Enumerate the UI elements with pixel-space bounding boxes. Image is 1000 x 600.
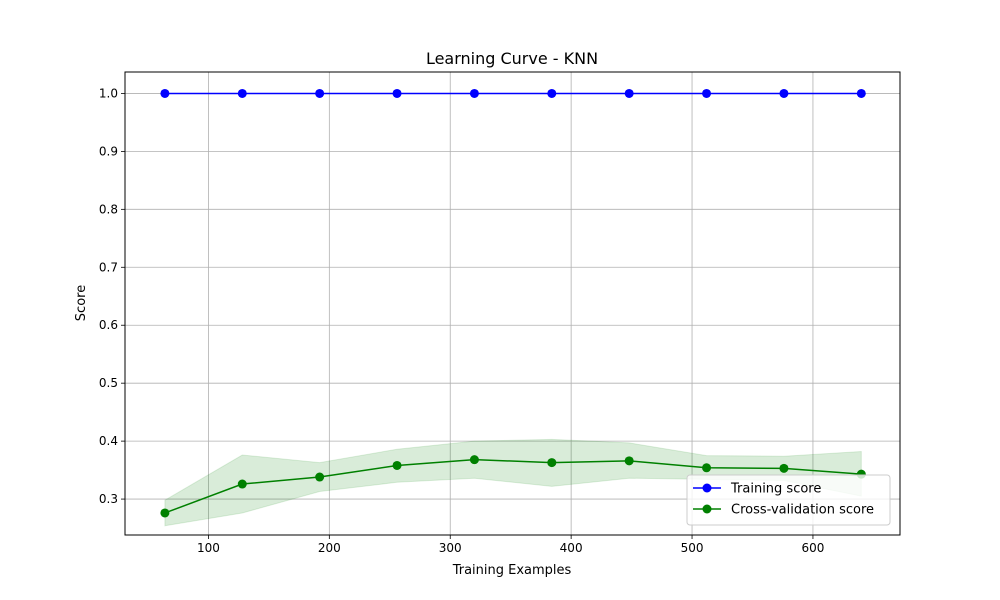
data-point	[624, 88, 634, 98]
y-tick-label: 0.7	[99, 260, 118, 274]
data-point	[779, 88, 789, 98]
axes: 100 200 300 400 500 600 0.3 0.4 0.5 0.6 0.7 0.8 0.9 1…	[99, 86, 824, 555]
y-tick-label: 0.4	[99, 434, 118, 448]
data-point	[160, 88, 170, 98]
legend-box	[686, 474, 891, 526]
data-point	[702, 88, 712, 98]
legend: Training score Cross-validation score	[686, 474, 891, 526]
x-tick-label: 400	[560, 541, 583, 555]
data-point	[392, 460, 402, 470]
data-point	[624, 456, 634, 466]
data-point	[547, 458, 557, 468]
y-tick-label: 0.5	[99, 376, 118, 390]
plot-frame	[124, 71, 901, 536]
legend-item: Cross-validation score	[693, 503, 874, 518]
data-point	[315, 88, 325, 98]
x-tick-label: 200	[318, 541, 341, 555]
series-line	[164, 458, 862, 514]
y-tick-label: 0.9	[99, 144, 118, 158]
y-tick-label: 0.6	[99, 318, 118, 332]
y-axis-title: Score	[74, 285, 89, 321]
x-tick-label: 100	[197, 541, 220, 555]
legend-label: Training score	[730, 482, 821, 497]
legend-swatch-marker	[702, 504, 712, 514]
legend-item: Training score	[693, 482, 821, 497]
x-axis-title: Training Examples	[452, 563, 572, 578]
series-1	[160, 455, 866, 518]
data-point	[237, 479, 247, 489]
data-point	[315, 472, 325, 482]
data-point	[469, 455, 479, 465]
data-point	[469, 88, 479, 98]
data-point	[160, 508, 170, 518]
series-layer	[160, 88, 866, 518]
data-point	[392, 88, 402, 98]
y-tick-label: 0.8	[99, 202, 118, 216]
data-point	[779, 463, 789, 473]
x-tick-label: 300	[439, 541, 462, 555]
series-0	[160, 88, 866, 98]
x-tick-label: 500	[681, 541, 704, 555]
y-tick-label: 0.3	[99, 492, 118, 506]
data-point	[547, 88, 557, 98]
x-tick-label: 600	[801, 541, 824, 555]
legend-swatch-marker	[702, 483, 712, 493]
data-point	[856, 88, 866, 98]
data-point	[702, 463, 712, 473]
y-tick-label: 1.0	[99, 86, 118, 100]
chart-title: Learning Curve - KNN	[426, 49, 598, 68]
data-point	[237, 88, 247, 98]
legend-label: Cross-validation score	[731, 503, 874, 518]
